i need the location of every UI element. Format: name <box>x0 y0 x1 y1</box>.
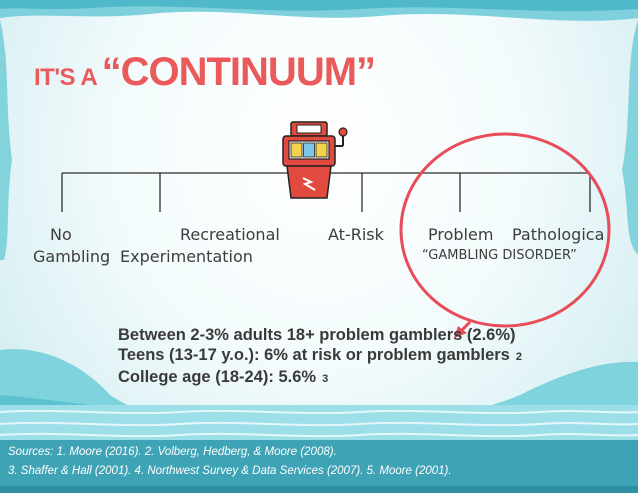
slot-machine-icon <box>282 121 348 199</box>
label-no: No <box>50 225 72 244</box>
title-main: “CONTINUUM” <box>101 50 376 94</box>
sources-line-1: Sources: 1. Moore (2016). 2. Volberg, He… <box>8 446 337 458</box>
stats-block: Between 2-3% adults 18+ problem gamblers… <box>118 325 522 389</box>
stat-text: College age (18-24): 5.6% <box>118 368 317 386</box>
sources-line-2: 3. Shaffer & Hall (2001). 4. Northwest S… <box>8 465 452 477</box>
title-prefix: IT'S A <box>34 64 98 91</box>
highlight-circle <box>399 132 611 328</box>
label-experimentation: Experimentation <box>120 247 253 266</box>
label-pathological: Pathologica <box>512 225 605 244</box>
label-recreational: Recreational <box>180 225 280 244</box>
label-problem: Problem <box>428 225 494 244</box>
label-gambling-disorder: “GAMBLING DISORDER” <box>422 248 577 263</box>
stat-text: Between 2-3% adults 18+ problem gamblers… <box>118 326 516 344</box>
left-trees <box>0 20 12 260</box>
stat-ref: 2 <box>515 351 522 363</box>
stat-text: Teens (13-17 y.o.): 6% at risk or proble… <box>118 346 510 364</box>
stat-ref: 3 <box>322 373 329 385</box>
sources-bar: Sources: 1. Moore (2016). 2. Volberg, He… <box>0 440 638 486</box>
right-trees <box>622 20 638 255</box>
stat-row: Between 2-3% adults 18+ problem gamblers… <box>118 325 522 345</box>
label-gambling: Gambling <box>33 247 111 266</box>
label-at-risk: At-Risk <box>328 225 384 244</box>
stat-row: Teens (13-17 y.o.): 6% at risk or proble… <box>118 345 522 367</box>
tick-marks <box>61 173 591 212</box>
stat-row: College age (18-24): 5.6% 3 <box>118 367 522 389</box>
slide-title: IT'S A “CONTINUUM” <box>34 50 376 95</box>
